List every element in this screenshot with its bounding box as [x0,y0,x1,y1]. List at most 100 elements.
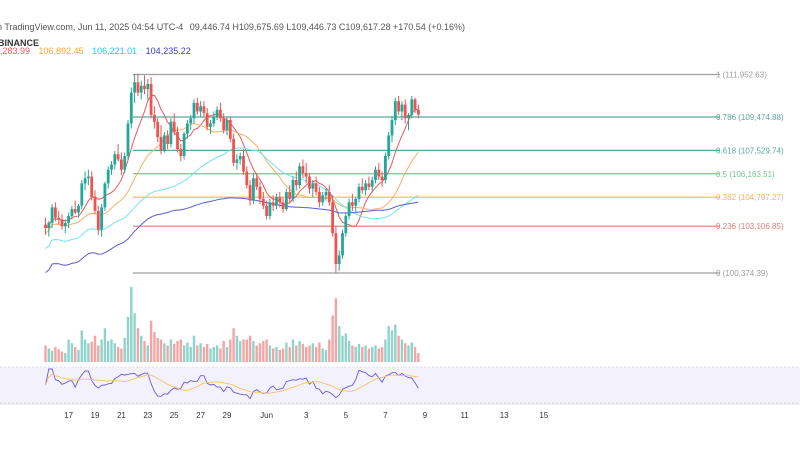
volume-bar [374,345,377,362]
candle-body [159,137,163,151]
volume-bar [242,339,245,362]
volume-bar [97,345,100,362]
candle-body [393,101,397,120]
candle-body [93,197,97,211]
time-axis-tick-label: 13 [500,411,509,420]
candle-body [232,138,235,163]
volume-bar [291,339,295,362]
volume-bar [367,348,371,362]
candle-body [67,216,70,223]
candle-body [100,207,103,230]
volume-bar [93,335,97,362]
candle-body [209,123,212,127]
ma-line-medium [45,122,419,234]
candle-body [344,216,348,234]
candle-body [281,202,285,210]
volume-bar [90,341,93,362]
candle-body [261,198,265,206]
time-axis-tick-label: 7 [383,411,388,420]
volume-bar [380,347,384,362]
candle-body [139,85,143,93]
volume-bar [407,345,410,362]
volume-bar [77,350,80,362]
volume-bar [120,348,123,362]
candle-body [364,183,367,191]
volume-bar [314,347,318,362]
volume-bar [64,353,67,362]
candle-body [225,120,229,131]
volume-bar [166,345,169,362]
candle-body [80,183,84,206]
volume-bar [295,345,298,362]
candle-body [60,219,64,227]
candle-body [186,123,189,134]
candle-body [133,82,136,93]
ma4-value: 104,235.22 [145,46,191,56]
volume-bar [288,347,291,362]
volume-bar [126,317,130,362]
candle-body [351,202,354,206]
volume-bar [272,348,275,362]
time-axis-tick-label: Jun [260,411,273,420]
candle-body [70,209,74,216]
candle-body [205,113,209,127]
candle-body [397,101,400,112]
candle-body [252,178,255,201]
volume-bar [116,347,120,362]
volume-bar [400,339,404,362]
candle-body [202,106,206,114]
volume-bar [245,339,248,362]
volume-bar [222,341,225,362]
volume-bar [229,339,232,362]
candle-body [321,195,325,203]
candle-body [377,169,381,177]
candle-body [156,121,160,138]
candle-body [83,178,87,184]
volume-bar [281,348,285,362]
candle-body [116,154,120,160]
rsi-signal-line [45,373,419,394]
candle-body [245,171,249,186]
candle-body [120,159,123,170]
candle-body [255,178,259,187]
candle-body [308,176,311,189]
volume-bar [371,347,374,362]
volume-bar [80,330,83,362]
time-axis-tick-label: 21 [117,411,126,420]
volume-bar [334,298,338,362]
time-axis-tick-label: 25 [170,411,179,420]
candle-body [228,120,232,139]
ma-line-fast [45,94,419,229]
candle-body [136,82,140,93]
volume-bar [70,343,74,362]
volume-bar [113,343,116,362]
candle-body [403,104,407,119]
volume-bar [397,335,400,362]
volume-bar [74,347,77,362]
fib-label: 0 (100,374.39) [716,269,768,278]
fib-label: 1 (111,952.63) [716,71,767,80]
candle-body [44,224,47,228]
volume-bar [54,347,57,362]
candles [44,73,420,273]
ma2-value: 106,892.45 [38,46,84,56]
volume-bar [136,328,140,362]
candle-body [199,106,202,112]
candle-body [50,207,54,223]
fib-label: 0.5 (106,163.51) [716,170,775,179]
volume-bar [258,343,262,362]
volume-bar [143,341,146,362]
volume-bar [338,326,341,362]
candle-body [357,186,361,199]
volume-bar [149,320,153,362]
volume-bar [44,345,47,362]
ohlc-line: n TradingView.com, Jun 11, 2025 04:54 UT… [0,22,469,32]
candle-body [400,104,404,112]
volume-bar [163,343,166,362]
volume-bar [394,324,397,362]
volume-bar [311,343,314,362]
moving-averages [45,94,419,273]
volume-bar [413,347,417,362]
volume-bar [133,313,136,362]
